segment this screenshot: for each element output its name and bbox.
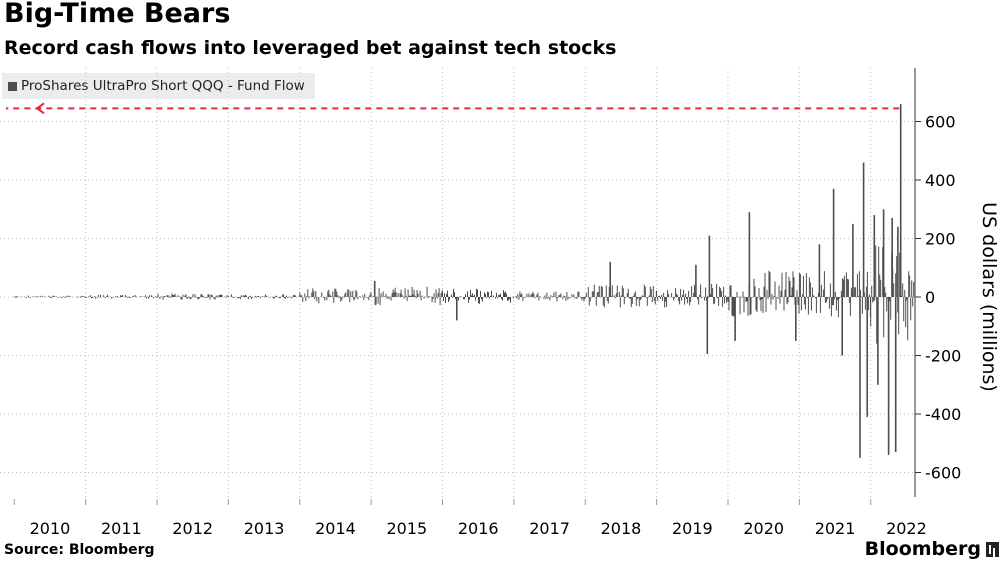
x-tick-label: 2022 bbox=[886, 519, 927, 538]
chart-title: Big-Time Bears bbox=[4, 0, 231, 29]
y-tick-label: 400 bbox=[925, 171, 956, 190]
brand-logo: Bloomberg bbox=[865, 538, 999, 560]
y-tick-label: 200 bbox=[925, 230, 956, 249]
legend-swatch bbox=[8, 81, 17, 91]
annotation-arrowhead bbox=[35, 102, 45, 115]
y-tick-label: -200 bbox=[925, 347, 961, 366]
y-axis-title: US dollars (millions) bbox=[978, 202, 1000, 392]
grid-lines bbox=[0, 68, 915, 497]
x-tick-label: 2010 bbox=[30, 519, 71, 538]
x-tick-label: 2016 bbox=[458, 519, 499, 538]
legend: ProShares UltraPro Short QQQ - Fund Flow bbox=[2, 73, 315, 99]
y-tick-label: -600 bbox=[925, 464, 961, 483]
y-axis: 600 400 200 0 -200 -400 -600 US dollars (millio… bbox=[914, 68, 1000, 497]
x-tick-label: 2021 bbox=[815, 519, 856, 538]
x-tick-label: 2011 bbox=[101, 519, 142, 538]
y-tick-label: 600 bbox=[925, 113, 956, 132]
x-tick-label: 2014 bbox=[315, 519, 356, 538]
x-tick-label: 2012 bbox=[172, 519, 213, 538]
brand-name: Bloomberg bbox=[864, 538, 981, 560]
chart-subtitle: Record cash flows into leveraged bet aga… bbox=[4, 37, 617, 59]
y-tick-label: -400 bbox=[925, 405, 961, 424]
x-tick-label: 2019 bbox=[672, 519, 713, 538]
x-tick-label: 2015 bbox=[386, 519, 427, 538]
x-tick-label: 2020 bbox=[743, 519, 784, 538]
legend-label: ProShares UltraPro Short QQQ - Fund Flow bbox=[21, 78, 305, 94]
x-axis: 2010 2011 2012 2013 2014 2015 2016 2017 2018 2019… bbox=[13, 499, 927, 538]
x-tick-label: 2013 bbox=[244, 519, 285, 538]
y-tick-label: 0 bbox=[925, 288, 935, 307]
terminal-icon bbox=[986, 541, 999, 557]
x-tick-label: 2018 bbox=[601, 519, 642, 538]
fund-flow-series bbox=[13, 104, 915, 458]
record-annotation bbox=[6, 102, 900, 115]
source-note: Source: Bloomberg bbox=[4, 542, 155, 558]
x-tick-label: 2017 bbox=[529, 519, 570, 538]
